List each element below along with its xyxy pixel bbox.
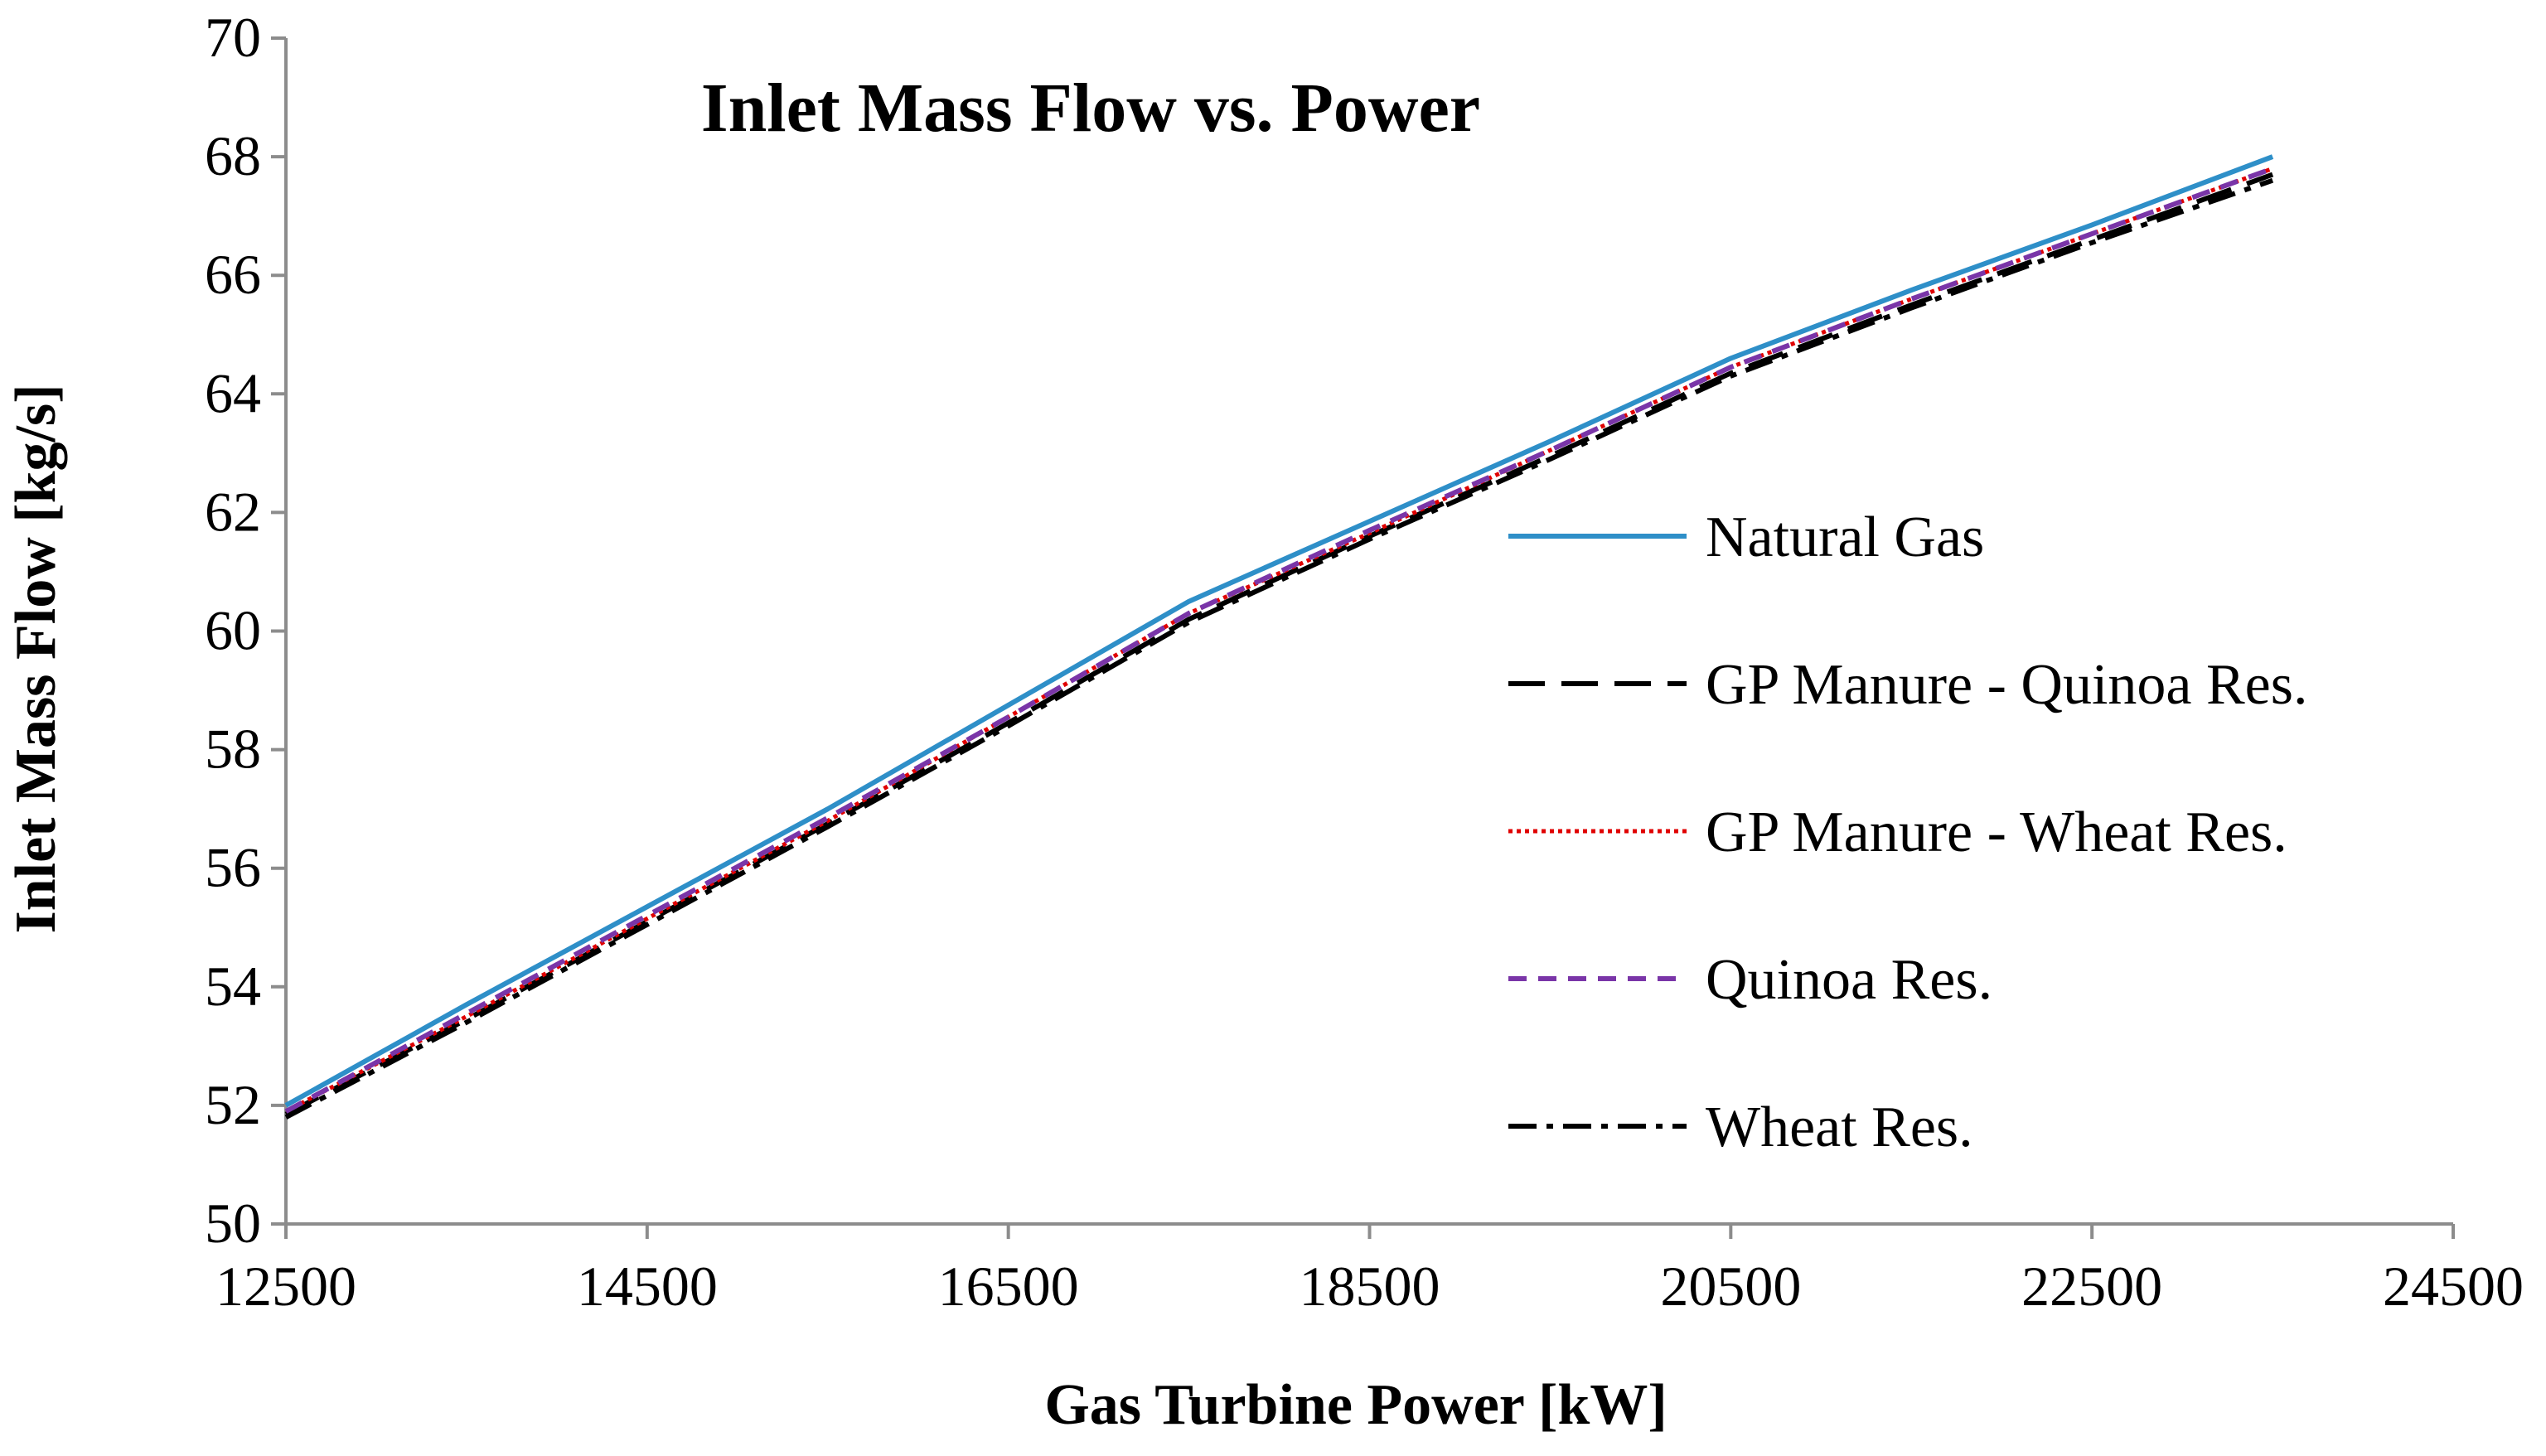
y-tick-label: 68 [205,124,261,187]
x-tick-label: 22500 [2021,1255,2162,1318]
series-lines [284,154,2274,1120]
x-tick-label: 12500 [215,1255,356,1318]
y-tick-label: 66 [205,243,261,306]
x-tick-label: 24500 [2383,1255,2524,1318]
x-tick-label: 18500 [1300,1255,1440,1318]
y-tick-label: 54 [205,955,261,1018]
legend-label-3: GP Manure - Wheat Res. [1706,801,2287,864]
y-tick-label: 70 [205,6,261,69]
y-tick-label: 60 [205,599,261,662]
series-line-4 [284,166,2274,1114]
y-tick-label: 62 [205,480,261,543]
y-tick-label: 50 [205,1192,261,1255]
series-line-2 [284,172,2274,1117]
y-tick-label: 52 [205,1073,261,1136]
axes: 50 52 54 56 58 60 62 64 66 68 70 12500 14500 16500 185… [205,6,2524,1318]
y-tick-label: 56 [205,836,261,899]
legend-label-1: Natural Gas [1706,505,1984,569]
legend-label-4: Quinoa Res. [1706,948,1992,1012]
y-axis-title: Inlet Mass Flow [kg/s] [4,384,68,933]
x-tick-label: 16500 [938,1255,1079,1318]
series-line-1 [284,154,2274,1108]
x-tick-label: 20500 [1660,1255,1801,1318]
y-tick-label: 58 [205,718,261,781]
chart-title: Inlet Mass Flow vs. Power [701,70,1480,147]
legend: Natural Gas GP Manure - Quinoa Res. GP Man… [1508,505,2307,1159]
x-axis-title: Gas Turbine Power [kW] [1044,1373,1667,1437]
legend-label-2: GP Manure - Quinoa Res. [1706,653,2307,717]
legend-label-5: Wheat Res. [1706,1096,1973,1159]
x-tick-label: 14500 [577,1255,718,1318]
y-tick-label: 64 [205,361,261,424]
